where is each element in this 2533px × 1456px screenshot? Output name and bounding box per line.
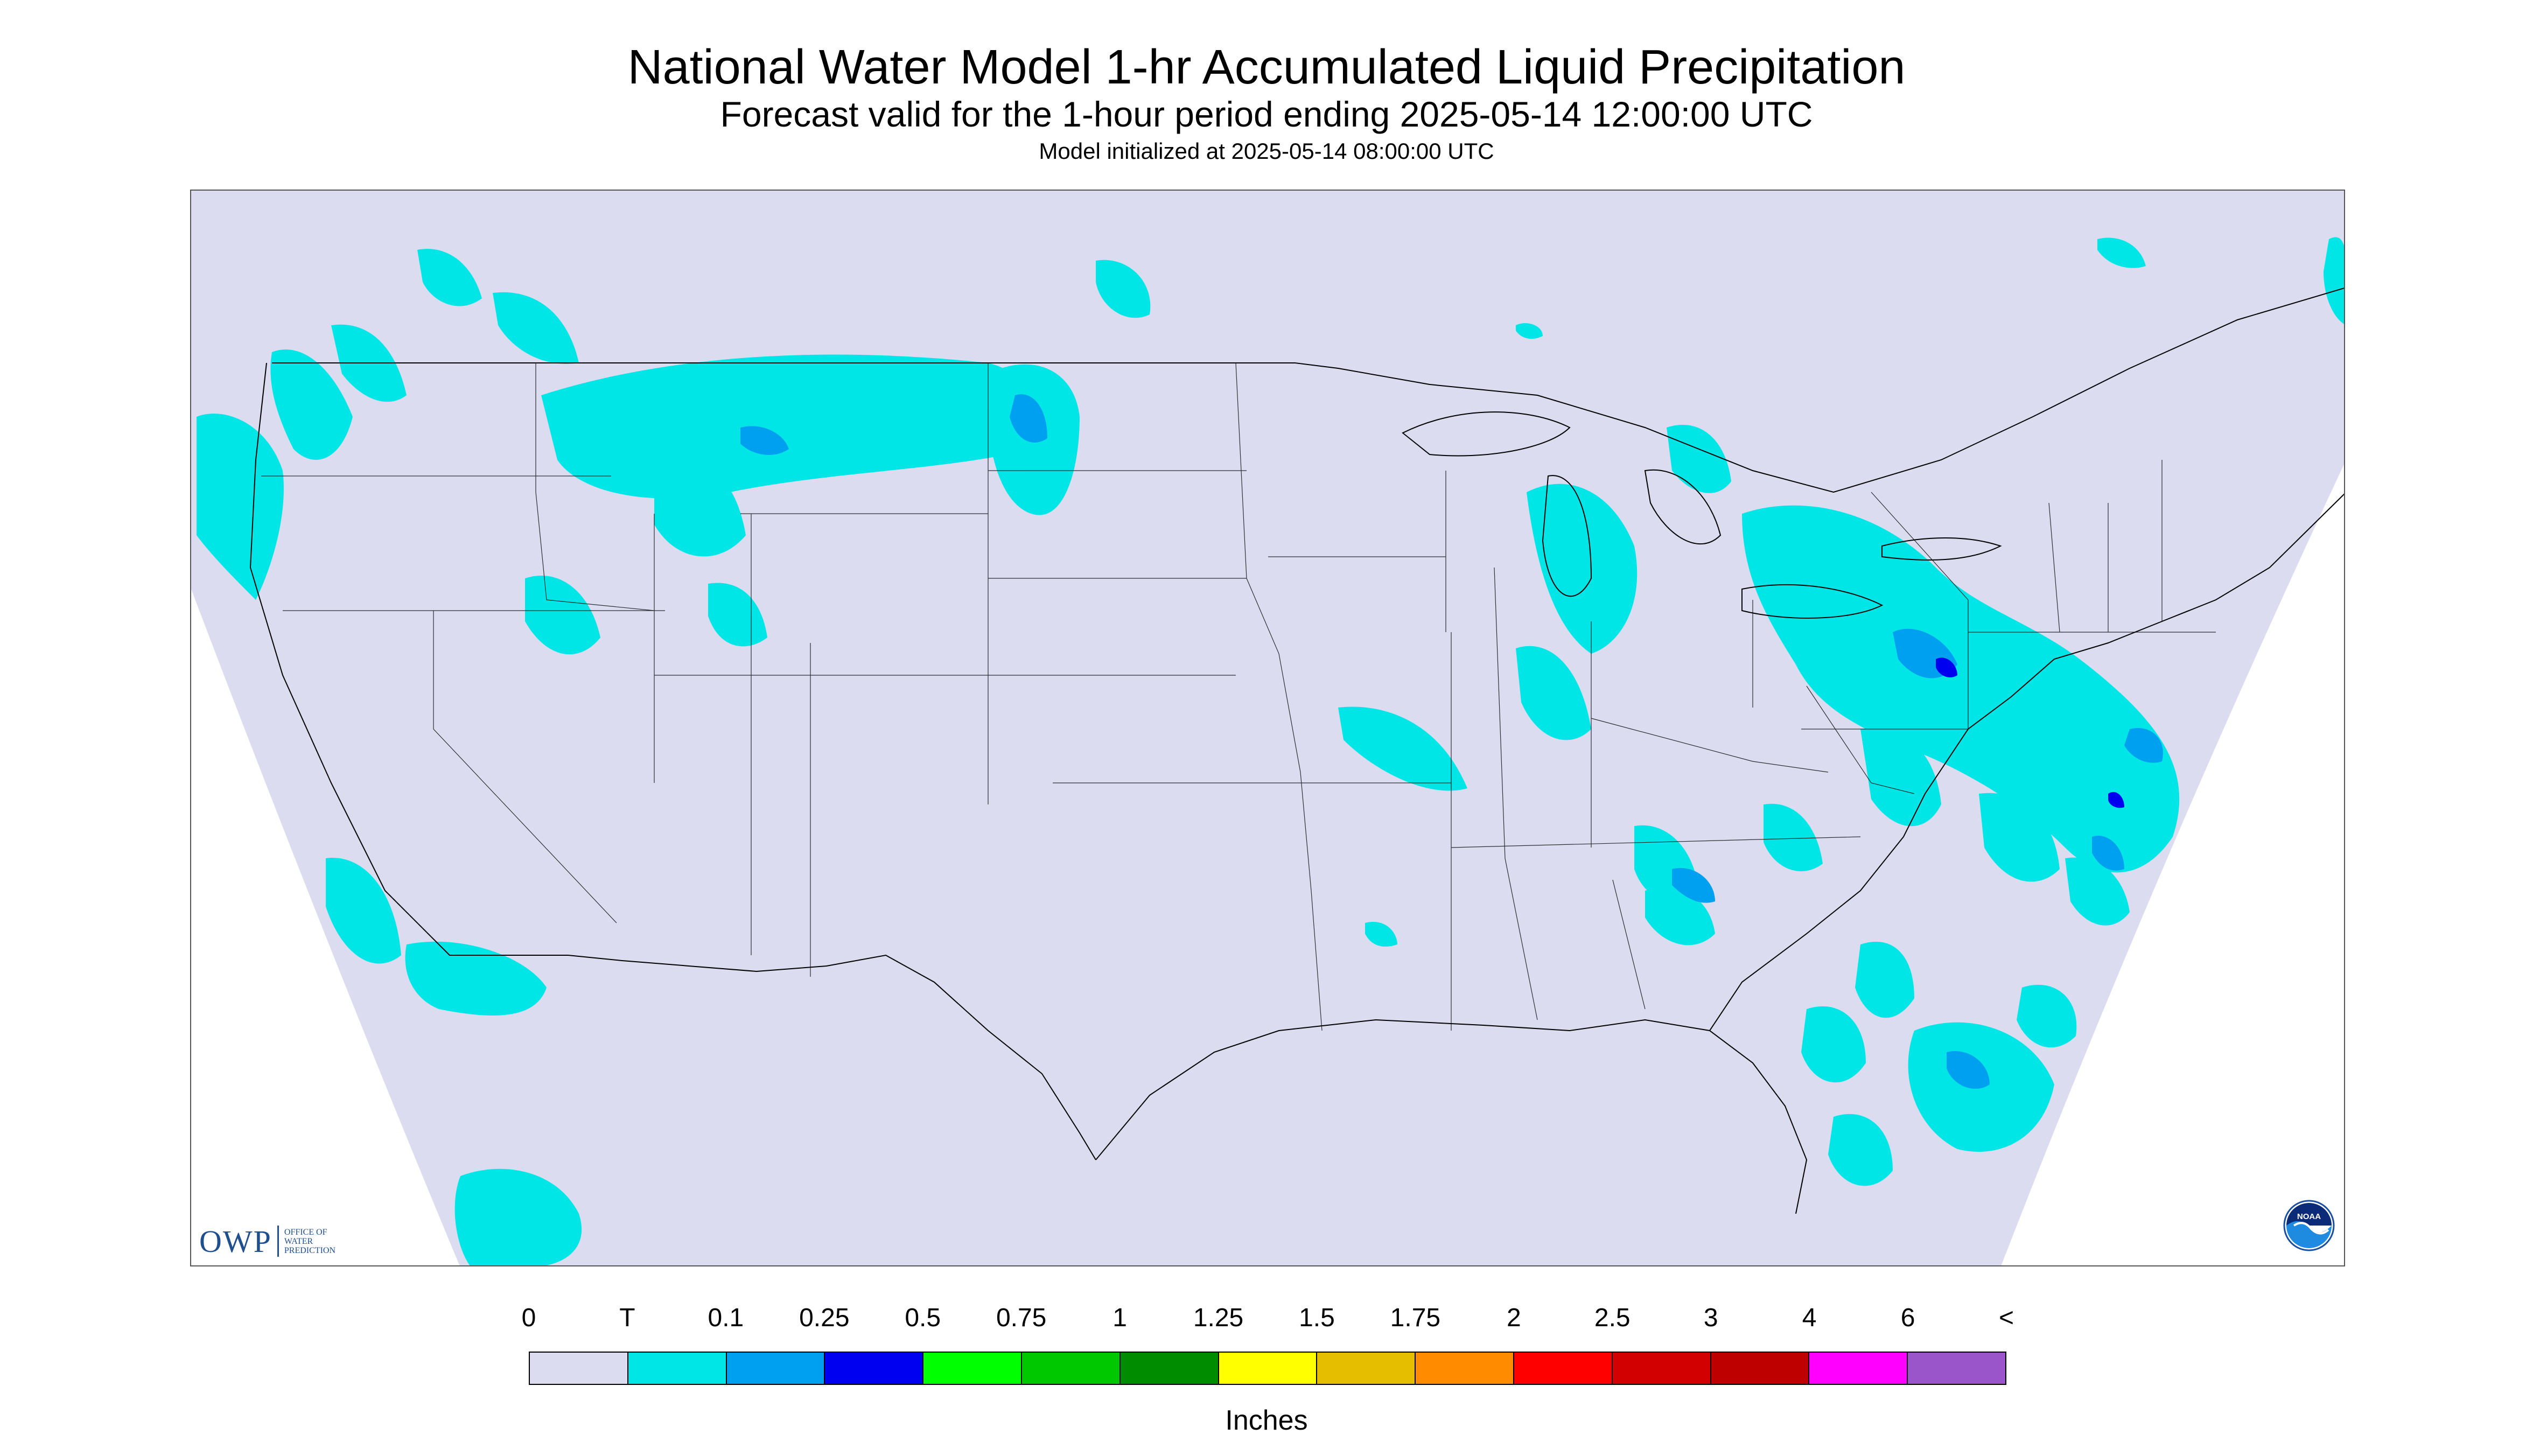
legend-label: 2.5	[1594, 1304, 1631, 1332]
legend-swatch	[1317, 1353, 1416, 1384]
political-boundaries	[249, 288, 2344, 1214]
outside-domain-right	[2001, 464, 2344, 1265]
legend-label: 2	[1506, 1304, 1521, 1332]
legend-swatch	[1908, 1353, 2005, 1384]
legend-label: 3	[1703, 1304, 1718, 1332]
legend-label: 4	[1802, 1304, 1817, 1332]
legend-label: 1.5	[1299, 1304, 1335, 1332]
legend-label: T	[619, 1304, 635, 1332]
owp-logo-divider	[277, 1226, 279, 1257]
legend-label: 0.25	[799, 1304, 850, 1332]
legend-label: 0.5	[905, 1304, 941, 1332]
legend-swatch	[1711, 1353, 1810, 1384]
legend-swatch	[628, 1353, 727, 1384]
precipitation-moderate	[1936, 657, 2124, 808]
legend-label: 0.1	[708, 1304, 744, 1332]
legend-swatch	[530, 1353, 628, 1384]
legend-swatch	[1120, 1353, 1219, 1384]
precipitation-map	[190, 190, 2345, 1266]
legend-swatch	[1612, 1353, 1711, 1384]
legend-swatch	[1021, 1353, 1121, 1384]
legend-label: <	[1998, 1304, 2014, 1332]
legend-label: 1	[1112, 1304, 1127, 1332]
legend-swatch	[1219, 1353, 1318, 1384]
legend-label: 6	[1900, 1304, 1915, 1332]
legend-label: 0	[521, 1304, 536, 1332]
legend-swatch	[825, 1353, 924, 1384]
owp-logo: OWP OFFICE OF WATER PREDICTION	[199, 1222, 335, 1260]
legend-label: 1.75	[1390, 1304, 1441, 1332]
legend-units: Inches	[1225, 1405, 1308, 1436]
owp-logo-text: OFFICE OF WATER PREDICTION	[284, 1227, 335, 1255]
legend-label: 1.25	[1193, 1304, 1244, 1332]
legend-swatch	[1809, 1353, 1908, 1384]
map-canvas	[191, 237, 2344, 1265]
legend-label: 0.75	[996, 1304, 1047, 1332]
legend-swatch	[1416, 1353, 1514, 1384]
outside-domain-left	[191, 589, 460, 1265]
owp-logo-mark: OWP	[199, 1223, 272, 1259]
map-title: National Water Model 1-hr Accumulated Li…	[627, 40, 1906, 94]
legend-color-bar	[529, 1352, 2006, 1385]
legend-swatch	[726, 1353, 825, 1384]
precipitation-areas	[197, 237, 2344, 1265]
state-boundaries	[261, 362, 2216, 1031]
legend-swatch	[923, 1353, 1022, 1384]
model-init-text: Model initialized at 2025-05-14 08:00:00…	[1039, 138, 1494, 164]
legend-labels: 0 T 0.1 0.25 0.5 0.75 1 1.25 1.5 1.75 2 2.5 3 4 6 <	[0, 1302, 2533, 1340]
noaa-logo-icon: NOAA	[2283, 1200, 2335, 1251]
legend-swatch	[1514, 1353, 1613, 1384]
noaa-logo-text: NOAA	[2297, 1212, 2321, 1221]
map-subtitle: Forecast valid for the 1-hour period end…	[720, 94, 1813, 134]
